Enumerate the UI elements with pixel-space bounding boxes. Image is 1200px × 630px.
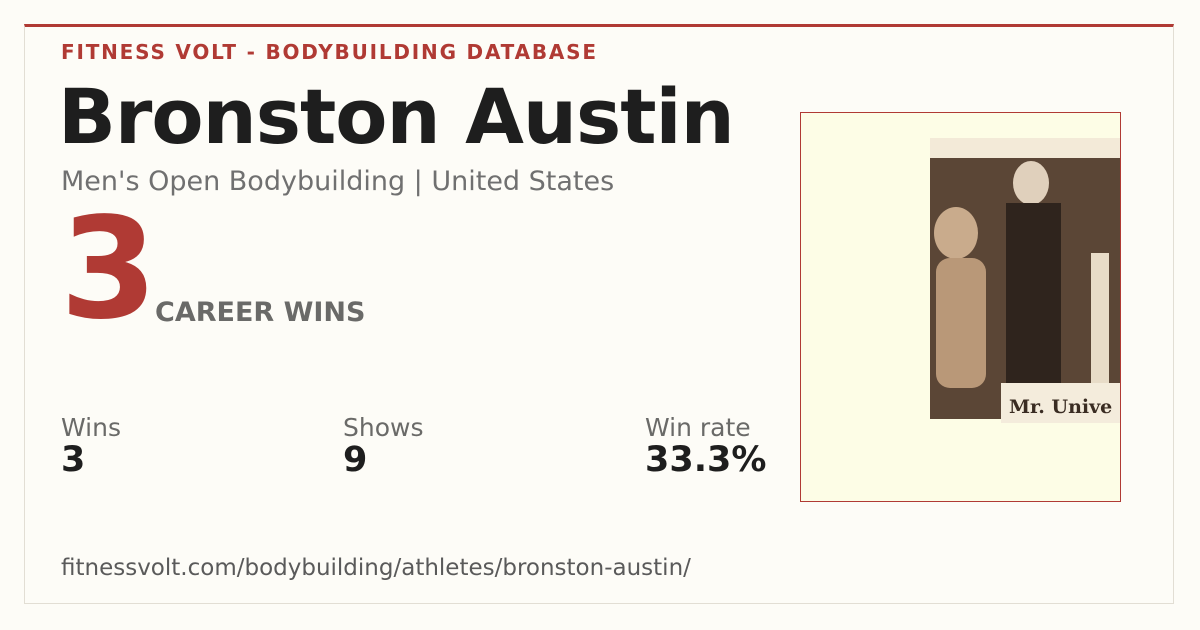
figure — [934, 207, 978, 259]
figure — [1013, 161, 1049, 205]
url: fitnessvolt.com/bodybuilding/athletes/br… — [61, 555, 691, 581]
stat-value: 3 — [61, 440, 86, 480]
stat-value: 9 — [343, 440, 368, 480]
career-wins-label: CAREER WINS — [155, 297, 366, 328]
brand: FITNESS VOLT - BODYBUILDING DATABASE — [61, 40, 598, 64]
stat-label: Shows — [343, 413, 424, 442]
subtitle: Men's Open Bodybuilding | United States — [61, 166, 615, 197]
photo-top — [930, 138, 1120, 158]
career-wins-number: 3 — [60, 188, 158, 351]
sign — [1001, 383, 1120, 423]
stat-label: Win rate — [645, 413, 751, 442]
photo-frame: Mr. Unive — [800, 112, 1121, 502]
trophy — [1091, 253, 1109, 383]
sign-text: Mr. Unive — [1009, 396, 1112, 418]
figure — [936, 258, 986, 388]
athlete-name: Bronston Austin — [58, 72, 735, 161]
stat-value: 33.3% — [645, 440, 767, 480]
figure — [1006, 203, 1061, 383]
photo: Mr. Unive — [930, 138, 1120, 423]
card — [24, 24, 1174, 604]
stat-label: Wins — [61, 413, 121, 442]
